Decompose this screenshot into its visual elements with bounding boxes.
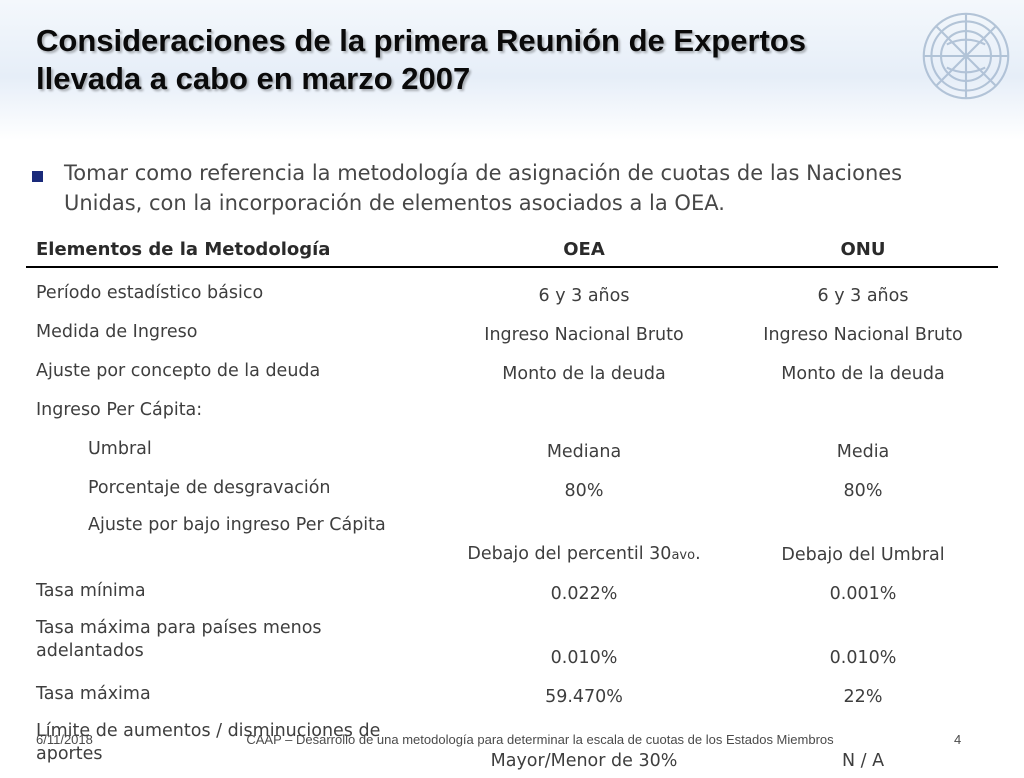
row-oea-end: . xyxy=(695,544,701,564)
row-label: Límite de aumentos / disminuciones de ap… xyxy=(36,721,381,764)
row-label: Porcentaje de desgravación xyxy=(88,478,331,498)
row-label: Tasa máxima para países menos adelantado… xyxy=(36,618,322,661)
row-label: Medida de Ingreso xyxy=(36,322,198,342)
header-oea: OEA xyxy=(440,232,728,268)
header-onu: ONU xyxy=(728,232,998,268)
row-oea-value: Mediana xyxy=(546,442,622,462)
row-label: Umbral xyxy=(88,439,152,459)
row-label: Tasa máxima xyxy=(36,684,151,704)
table-row: Porcentaje de desgravación 80% 80% xyxy=(26,469,998,508)
header-band xyxy=(0,0,1024,140)
oas-emblem-icon xyxy=(922,12,1010,100)
row-onu-value: Monto de la deuda xyxy=(781,364,945,384)
row-oea-value: 0.010% xyxy=(550,648,618,668)
row-onu-value: Ingreso Nacional Bruto xyxy=(763,325,963,345)
footer-date: 6/11/2018 xyxy=(36,732,93,747)
title-line-2: llevada a cabo en marzo 2007 xyxy=(36,61,471,96)
title-line-1: Consideraciones de la primera Reunión de… xyxy=(36,23,807,58)
row-onu-value: 80% xyxy=(843,481,883,501)
row-label: Período estadístico básico xyxy=(36,283,264,303)
row-oea-text: Debajo del percentil 30 xyxy=(467,544,672,564)
row-onu-value: N / A xyxy=(841,751,885,771)
table-row: Medida de Ingreso Ingreso Nacional Bruto… xyxy=(26,313,998,352)
row-onu-value: Debajo del Umbral xyxy=(781,545,945,565)
row-oea-ordinal: avo xyxy=(671,548,696,563)
methodology-table: Elementos de la Metodología OEA ONU Perí… xyxy=(26,232,998,778)
row-onu-value: 0.010% xyxy=(829,648,897,668)
table-row: Límite de aumentos / disminuciones de ap… xyxy=(26,714,998,778)
row-oea-value: 6 y 3 años xyxy=(538,286,630,306)
row-oea-value: 59.470% xyxy=(545,687,623,707)
bullet-text: Tomar como referencia la metodología de … xyxy=(64,161,903,215)
table-row: Umbral Mediana Media xyxy=(26,430,998,469)
square-bullet-icon xyxy=(32,171,43,182)
table-header-row: Elementos de la Metodología OEA ONU xyxy=(26,232,998,268)
table-row: Período estadístico básico 6 y 3 años 6 … xyxy=(26,267,998,313)
row-label: Ajuste por bajo ingreso Per Cápita xyxy=(88,515,386,535)
table-row: Tasa máxima para países menos adelantado… xyxy=(26,611,998,675)
row-oea-value: Ingreso Nacional Bruto xyxy=(484,325,684,345)
table-row: Ajuste por bajo ingreso Per Cápita Debaj… xyxy=(26,508,998,572)
table-row: Ingreso Per Cápita: xyxy=(26,391,998,430)
page-number: 4 xyxy=(954,732,962,747)
row-label: Ingreso Per Cápita: xyxy=(36,400,203,420)
row-oea-value: Debajo del percentil 30avo. xyxy=(440,508,728,572)
row-oea-value: 0.022% xyxy=(550,584,618,604)
row-onu-value: 22% xyxy=(843,687,883,707)
row-onu-value xyxy=(728,391,998,430)
row-label: Tasa mínima xyxy=(36,581,146,601)
footer-text: CAAP – Desarrollo de una metodología par… xyxy=(246,732,834,747)
row-oea-value: 80% xyxy=(564,481,604,501)
row-label: Ajuste por concepto de la deuda xyxy=(36,361,321,381)
row-onu-value: 0.001% xyxy=(829,584,897,604)
table-row: Tasa máxima 59.470% 22% xyxy=(26,675,998,714)
slide-title: Consideraciones de la primera Reunión de… xyxy=(36,22,896,98)
row-onu-value: Media xyxy=(836,442,890,462)
table-row: Tasa mínima 0.022% 0.001% xyxy=(26,572,998,611)
row-oea-value: Mayor/Menor de 30% xyxy=(490,751,678,771)
row-oea-value: Monto de la deuda xyxy=(502,364,666,384)
row-onu-value: 6 y 3 años xyxy=(817,286,909,306)
header-elementos: Elementos de la Metodología xyxy=(26,232,440,268)
table-row: Ajuste por concepto de la deuda Monto de… xyxy=(26,352,998,391)
row-oea-value xyxy=(440,391,728,430)
